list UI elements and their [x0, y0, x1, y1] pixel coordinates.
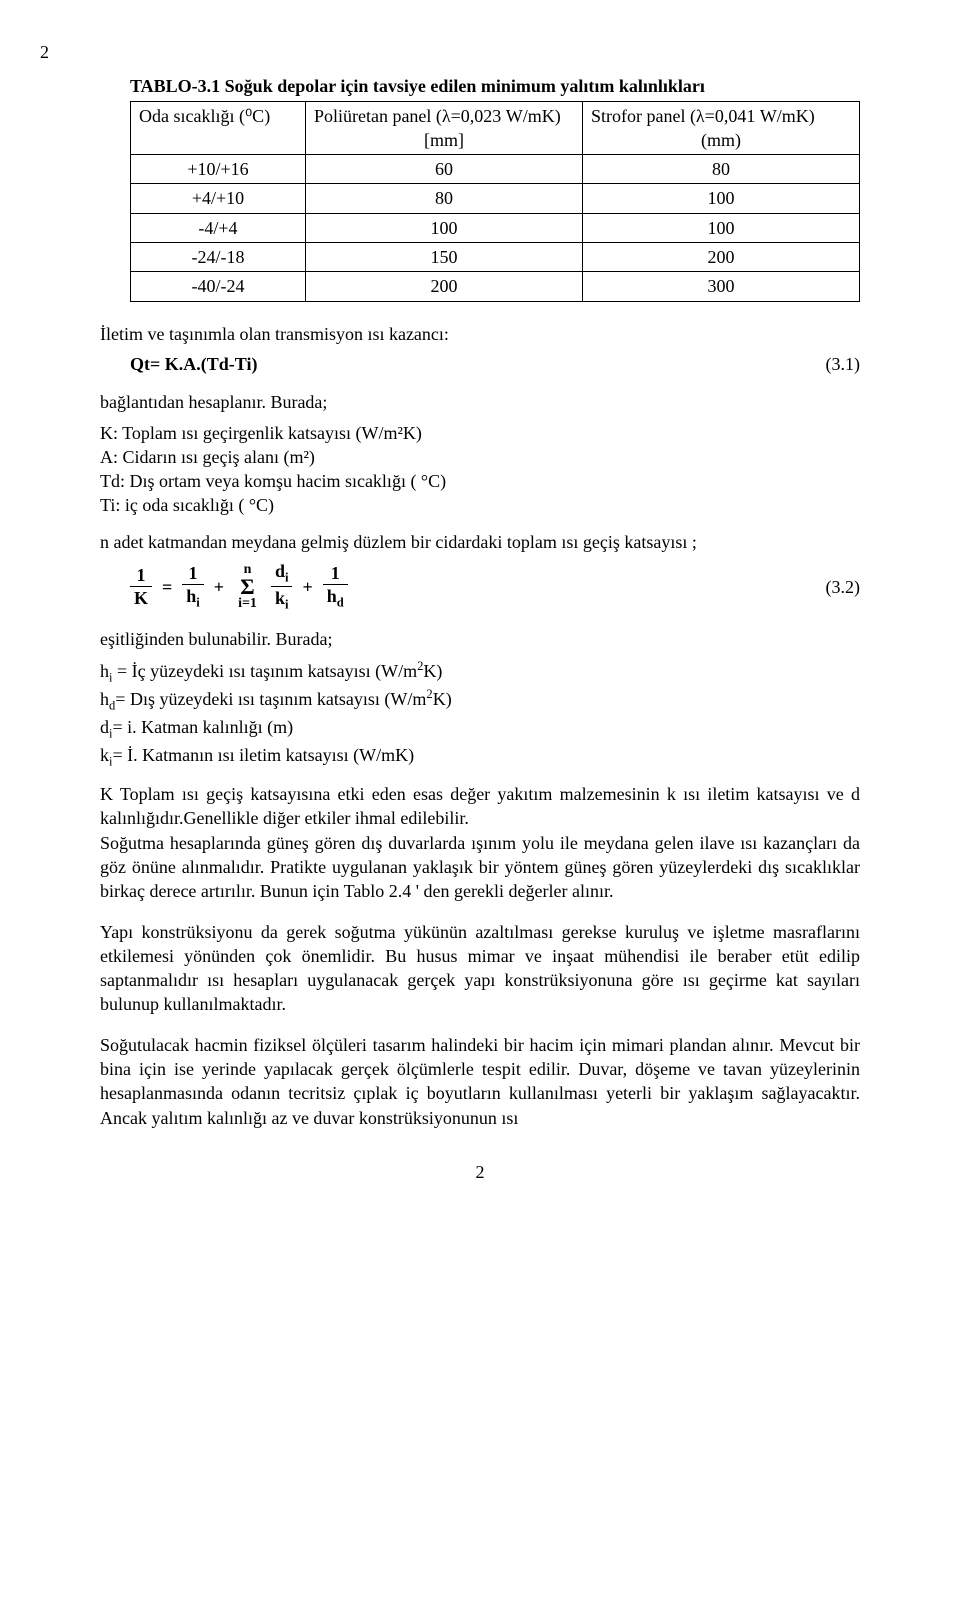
document-page: 2 TABLO-3.1 Soğuk depolar için tavsiye e…	[0, 0, 960, 1234]
table-row: -24/-18 150 200	[131, 243, 860, 272]
paragraph: K Toplam ısı geçiş katsayısına etki eden…	[100, 782, 860, 831]
page-number-top: 2	[40, 40, 860, 64]
table-caption: TABLO-3.1 Soğuk depolar için tavsiye edi…	[130, 74, 860, 98]
text-line: bağlantıdan hesaplanır. Burada;	[100, 390, 860, 414]
frac3-num: di	[271, 562, 293, 584]
col2-unit: (mm)	[591, 128, 851, 152]
equals: =	[162, 575, 172, 599]
col1-unit: [mm]	[314, 128, 574, 152]
equation-3-1: Qt= K.A.(Td-Ti) (3.1)	[100, 352, 860, 376]
sigma-bot: i=1	[234, 597, 261, 611]
sigma-symbol: Σ	[240, 577, 254, 597]
cell: +10/+16	[131, 155, 306, 184]
cell: 60	[305, 155, 582, 184]
text-line: İletim ve taşınımla olan transmisyon ısı…	[100, 322, 860, 346]
eq2-number: (3.2)	[826, 575, 861, 599]
cell: -40/-24	[131, 272, 306, 301]
table-row: -4/+4 100 100	[131, 213, 860, 242]
cell: 80	[305, 184, 582, 213]
paragraph: Soğutma hesaplarında güneş gören dış duv…	[100, 831, 860, 904]
frac2-den: hi	[182, 587, 204, 609]
def-line: di= i. Katman kalınlığı (m)	[100, 715, 860, 743]
cell: 200	[582, 243, 859, 272]
eq1-lhs: Qt= K.A.(Td-Ti)	[130, 352, 257, 376]
text-line: n adet katmandan meydana gelmiş düzlem b…	[100, 530, 860, 554]
plus: +	[302, 575, 312, 599]
table-row: +10/+16 60 80	[131, 155, 860, 184]
table-row: +4/+10 80 100	[131, 184, 860, 213]
col-header-1: Poliüretan panel (λ=0,023 W/mK) [mm]	[305, 101, 582, 155]
col2-label: Strofor panel (λ=0,041 W/mK)	[591, 106, 815, 126]
cell: 100	[305, 213, 582, 242]
col-header-2: Strofor panel (λ=0,041 W/mK) (mm)	[582, 101, 859, 155]
col-header-0: Oda sıcaklığı (⁰C)	[131, 101, 306, 155]
frac-bar	[130, 586, 152, 587]
cell: 300	[582, 272, 859, 301]
cell: 200	[305, 272, 582, 301]
def-line: hd= Dış yüzeydeki ısı taşınım katsayısı …	[100, 686, 860, 715]
frac3-den: ki	[271, 589, 293, 611]
cell: 150	[305, 243, 582, 272]
frac2-num: 1	[185, 564, 202, 582]
page-number-bottom: 2	[100, 1160, 860, 1184]
frac1-num: 1	[133, 566, 150, 584]
frac-bar	[323, 584, 348, 585]
frac-3: di ki	[271, 562, 293, 611]
cell: 100	[582, 184, 859, 213]
cell: -24/-18	[131, 243, 306, 272]
table-row: -40/-24 200 300	[131, 272, 860, 301]
eq1-number: (3.1)	[826, 352, 861, 376]
frac1-den: K	[130, 589, 152, 607]
cell: 100	[582, 213, 859, 242]
frac-4: 1 hd	[323, 564, 348, 609]
cell: 80	[582, 155, 859, 184]
definitions-2: hi = İç yüzeydeki ısı taşınım katsayısı …	[100, 658, 860, 770]
def-line: ki= İ. Katmanın ısı iletim katsayısı (W/…	[100, 743, 860, 771]
cell: +4/+10	[131, 184, 306, 213]
def-line: Td: Dış ortam veya komşu hacim sıcaklığı…	[100, 469, 860, 493]
def-line: A: Cidarın ısı geçiş alanı (m²)	[100, 445, 860, 469]
frac-bar	[182, 584, 204, 585]
text-line: eşitliğinden bulunabilir. Burada;	[100, 627, 860, 651]
frac-bar	[271, 586, 293, 587]
eq2-body: 1 K = 1 hi + n Σ i=1 di ki +	[130, 562, 348, 611]
table-wrap: Oda sıcaklığı (⁰C) Poliüretan panel (λ=0…	[130, 101, 860, 302]
frac4-num: 1	[327, 564, 344, 582]
definitions-1: K: Toplam ısı geçirgenlik katsayısı (W/m…	[100, 421, 860, 518]
paragraph: Yapı konstrüksiyonu da gerek soğutma yük…	[100, 920, 860, 1017]
table-header-row: Oda sıcaklığı (⁰C) Poliüretan panel (λ=0…	[131, 101, 860, 155]
plus: +	[214, 575, 224, 599]
frac-1: 1 K	[130, 566, 152, 607]
def-line: K: Toplam ısı geçirgenlik katsayısı (W/m…	[100, 421, 860, 445]
col1-label: Poliüretan panel (λ=0,023 W/mK)	[314, 106, 561, 126]
insulation-table: Oda sıcaklığı (⁰C) Poliüretan panel (λ=0…	[130, 101, 860, 302]
frac-2: 1 hi	[182, 564, 204, 609]
sigma: n Σ i=1	[234, 563, 261, 611]
cell: -4/+4	[131, 213, 306, 242]
frac4-den: hd	[323, 587, 348, 609]
paragraph: Soğutulacak hacmin fiziksel ölçüleri tas…	[100, 1033, 860, 1130]
def-line: Ti: iç oda sıcaklığı ( °C)	[100, 493, 860, 517]
equation-3-2: 1 K = 1 hi + n Σ i=1 di ki +	[100, 560, 860, 613]
def-line: hi = İç yüzeydeki ısı taşınım katsayısı …	[100, 658, 860, 687]
